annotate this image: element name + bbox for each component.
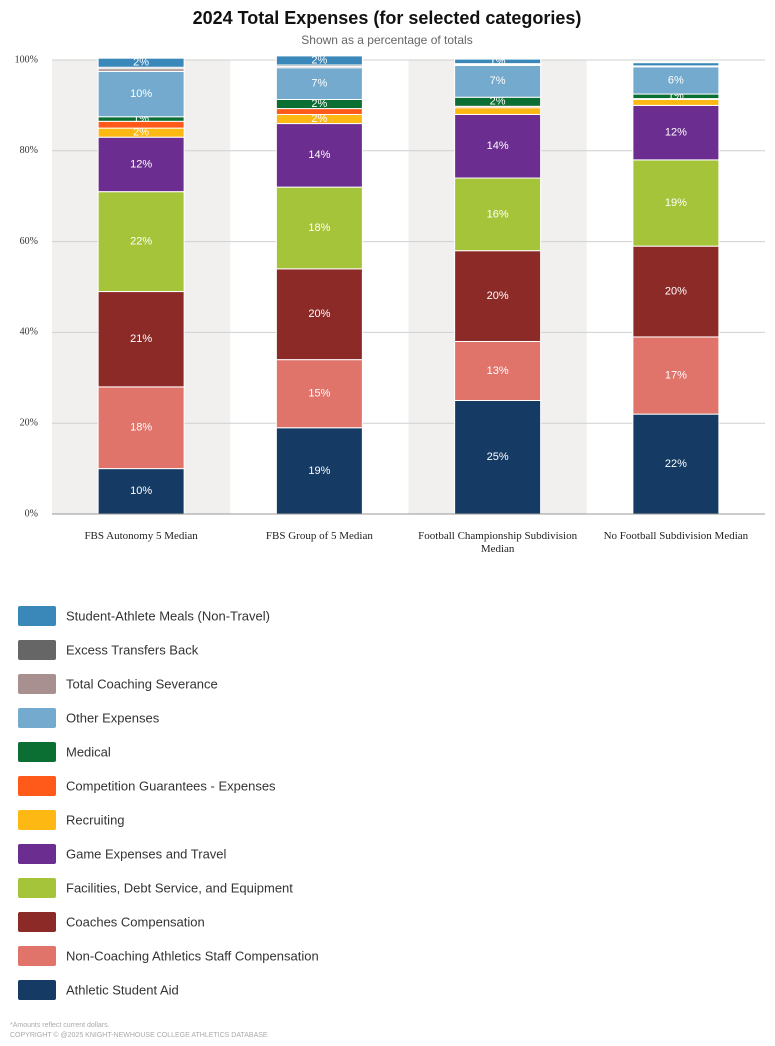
value-label: 2% [311, 54, 327, 66]
bar-segment [454, 58, 542, 65]
value-label: 17% [665, 369, 687, 381]
x-tick-label: No Football Subdivision Median [603, 530, 749, 542]
bar-segment [97, 468, 185, 515]
chart-subtitle: Shown as a percentage of totals [301, 33, 472, 47]
value-label: 20% [308, 308, 330, 320]
value-label: 2% [311, 113, 327, 125]
value-label: 12% [665, 127, 687, 139]
value-label: 25% [487, 451, 509, 463]
value-label: 15% [308, 388, 330, 400]
value-label: 20% [665, 285, 687, 297]
legend-label: Non-Coaching Athletics Staff Compensatio… [66, 948, 319, 963]
legend-label: Coaches Compensation [66, 914, 205, 929]
value-label: 22% [130, 236, 152, 248]
note: *Amounts reflect current dollars. [10, 1022, 110, 1029]
note: COPYRIGHT © @2025 KNIGHT-NEWHOUSE COLLEG… [10, 1031, 268, 1039]
chart-title: 2024 Total Expenses (for selected catego… [193, 8, 582, 28]
bar-segment [97, 136, 185, 193]
bar-segment [275, 427, 363, 515]
legend-swatch [18, 912, 56, 932]
value-label: 13% [487, 365, 509, 377]
bar-segment [275, 67, 363, 100]
legend-label: Recruiting [66, 812, 125, 827]
bar-segment [454, 107, 542, 115]
value-label: 6% [668, 74, 684, 86]
legend-label: Facilities, Debt Service, and Equipment [66, 880, 293, 895]
y-tick-label: 0% [25, 508, 38, 519]
legend-label: Excess Transfers Back [66, 642, 199, 657]
legend-label: Student-Athlete Meals (Non-Travel) [66, 608, 270, 623]
legend-swatch [18, 606, 56, 626]
legend-swatch [18, 980, 56, 1000]
legend-swatch [18, 742, 56, 762]
bar-segment [632, 245, 720, 338]
y-tick-label: 20% [20, 417, 38, 428]
bar-segment [275, 359, 363, 429]
bar-segment [275, 268, 363, 361]
bar-segment [275, 55, 363, 66]
value-label: 21% [130, 333, 152, 345]
legend-swatch [18, 708, 56, 728]
y-tick-label: 80% [20, 145, 38, 156]
legend-swatch [18, 776, 56, 796]
value-label: 22% [665, 458, 687, 470]
value-label: 7% [311, 78, 327, 90]
legend-label: Total Coaching Severance [66, 676, 218, 691]
value-label: 16% [487, 208, 509, 220]
value-label: 18% [130, 422, 152, 434]
bar-segment [632, 66, 720, 95]
bar-segment [97, 57, 185, 68]
x-tick-label: FBS Group of 5 Median [265, 530, 373, 542]
legend-swatch [18, 844, 56, 864]
legend-label: Competition Guarantees - Expenses [66, 778, 276, 793]
value-label: 18% [308, 222, 330, 234]
value-label: 2% [311, 98, 327, 110]
y-tick-label: 100% [15, 54, 38, 65]
bar-segment [454, 340, 542, 402]
legend-label: Game Expenses and Travel [66, 846, 227, 861]
value-label: 20% [487, 290, 509, 302]
legend-swatch [18, 946, 56, 966]
value-label: 2% [133, 127, 149, 139]
y-tick-label: 60% [20, 236, 38, 247]
legend-label: Athletic Student Aid [66, 982, 179, 997]
bar-segment [454, 113, 542, 179]
y-tick-label: 40% [20, 327, 38, 338]
legend-swatch [18, 810, 56, 830]
value-label: 1% [490, 55, 506, 67]
legend-swatch [18, 640, 56, 660]
value-label: 12% [130, 158, 152, 170]
value-label: 2% [490, 96, 506, 108]
bar-segment [632, 62, 720, 67]
bar-segment [454, 177, 542, 252]
value-label: 10% [130, 88, 152, 100]
x-tick-label: Football Championship Subdivision Median [418, 530, 578, 555]
bar-segment [632, 336, 720, 415]
bar-segment [632, 413, 720, 515]
value-label: 14% [487, 140, 509, 152]
legend-swatch [18, 878, 56, 898]
legend-label: Medical [66, 744, 111, 759]
value-label: 7% [490, 75, 506, 87]
value-label: 19% [665, 197, 687, 209]
x-tick-label: FBS Autonomy 5 Median [84, 530, 198, 542]
legend-label: Other Expenses [66, 710, 160, 725]
value-label: 19% [308, 465, 330, 477]
value-label: 10% [130, 485, 152, 497]
value-label: 14% [308, 149, 330, 161]
value-label: 2% [133, 57, 149, 69]
legend-swatch [18, 674, 56, 694]
bar-segment [454, 64, 542, 98]
